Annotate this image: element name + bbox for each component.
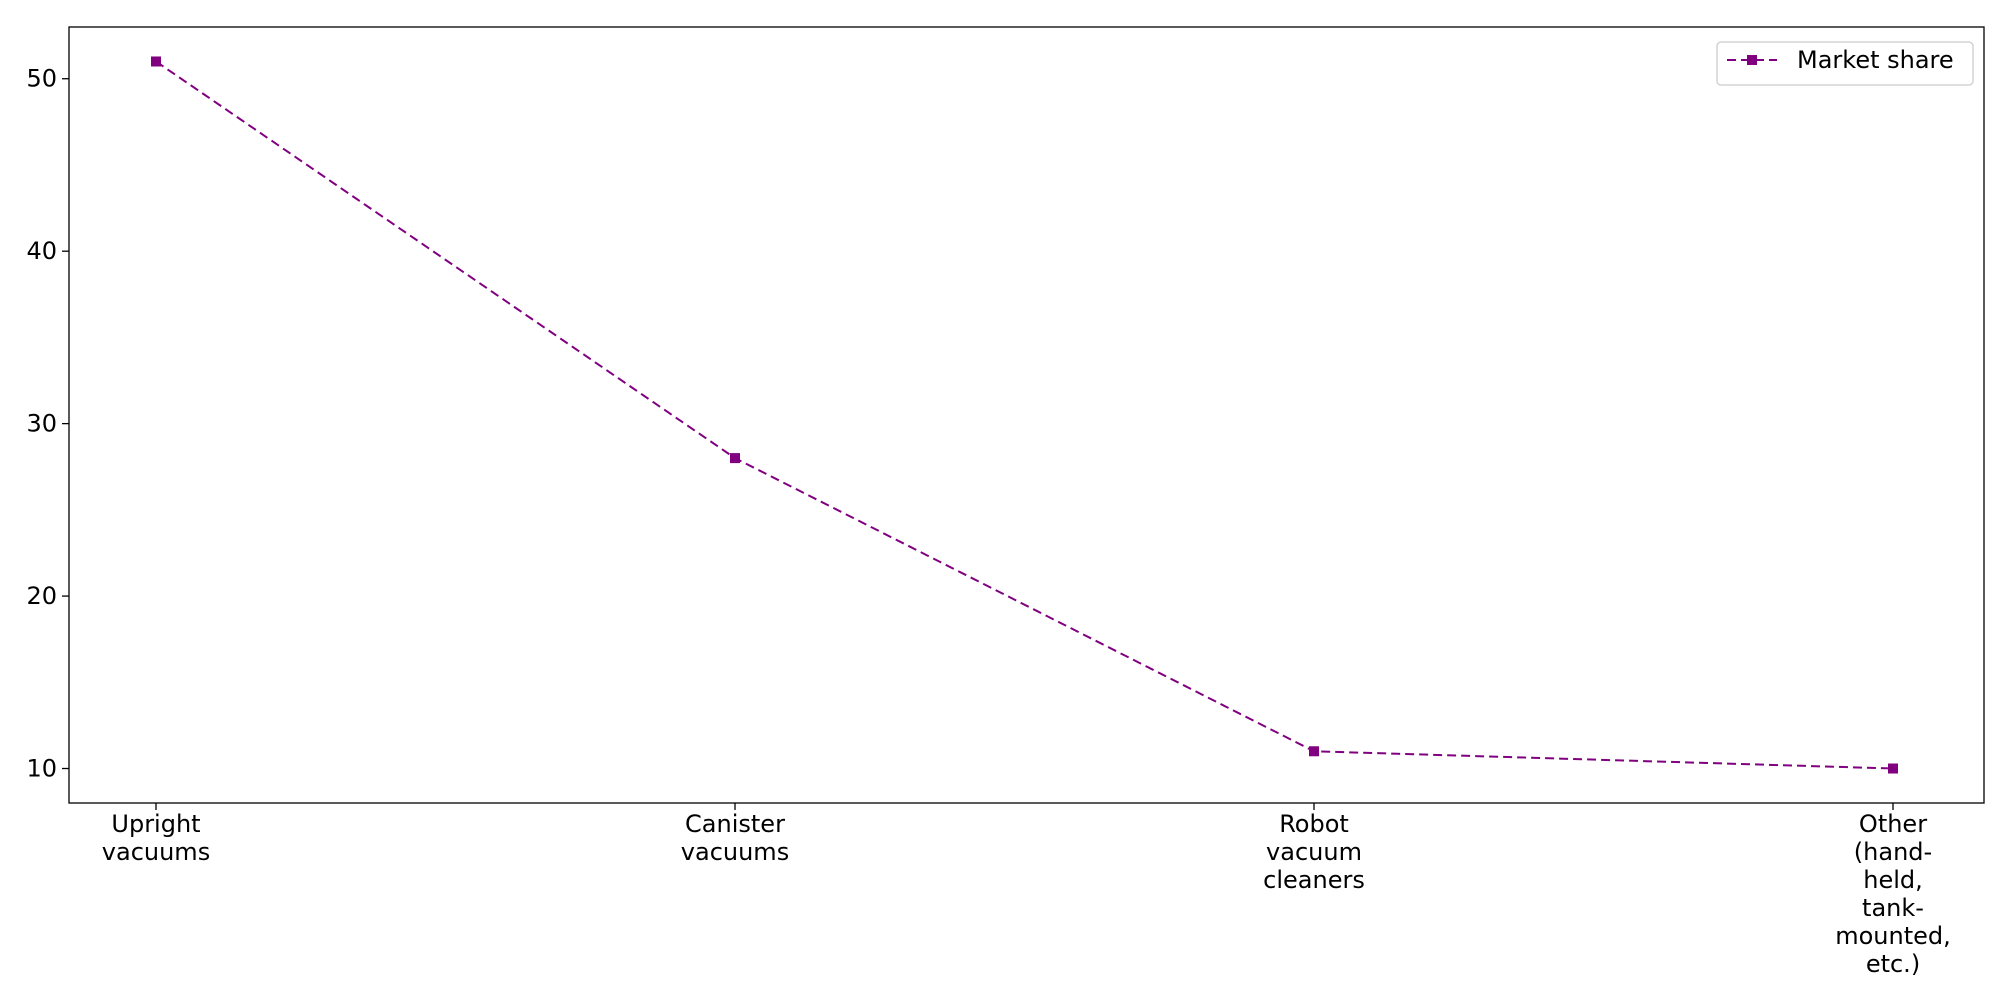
data-point-marker [151, 56, 161, 67]
x-tick-label-line: Canister [685, 810, 785, 838]
x-tick-label-line: Upright [111, 810, 200, 838]
x-tick-label: Other (hand-held, tank-mounted, etc.) [1835, 810, 1951, 978]
x-tick-label-line: vacuums [681, 838, 789, 866]
x-tick-label: Canister vacuums [681, 810, 789, 866]
y-tick-label: 20 [26, 582, 57, 610]
y-axis: 10 20 30 40 50 [26, 65, 69, 783]
x-tick-label: Robot vacuum cleaners [1263, 810, 1365, 894]
series-line [155, 60, 1894, 770]
data-point-marker [1309, 746, 1319, 757]
x-tick-label-line: vacuum [1266, 838, 1362, 866]
x-tick-label: Upright vacuums [102, 810, 210, 866]
y-tick-label: 30 [26, 410, 57, 438]
data-point-marker [730, 453, 740, 464]
x-tick-label-line: mounted, [1835, 922, 1951, 950]
x-tick-label-line: (hand- [1854, 838, 1932, 866]
y-tick-label: 10 [26, 755, 57, 783]
series-layer [151, 56, 1898, 774]
legend-box [1716, 41, 1974, 86]
x-tick-label-line: vacuums [102, 838, 210, 866]
x-tick-label-line: etc.) [1866, 950, 1920, 978]
legend-marker-sample [1747, 55, 1757, 65]
plot-area [68, 26, 1985, 804]
data-point-marker [1888, 763, 1898, 774]
x-tick-label-line: held, [1863, 866, 1923, 894]
x-tick-label-line: tank- [1862, 894, 1924, 922]
x-tick-label-line: Robot [1279, 810, 1349, 838]
y-tick-label: 40 [26, 237, 57, 265]
legend-label: Market share [1797, 46, 1954, 74]
x-tick-label-line: cleaners [1263, 866, 1365, 894]
x-tick-label-line: Other [1859, 810, 1927, 838]
y-tick-label: 50 [26, 65, 57, 93]
legend: Market share [1716, 41, 1974, 86]
